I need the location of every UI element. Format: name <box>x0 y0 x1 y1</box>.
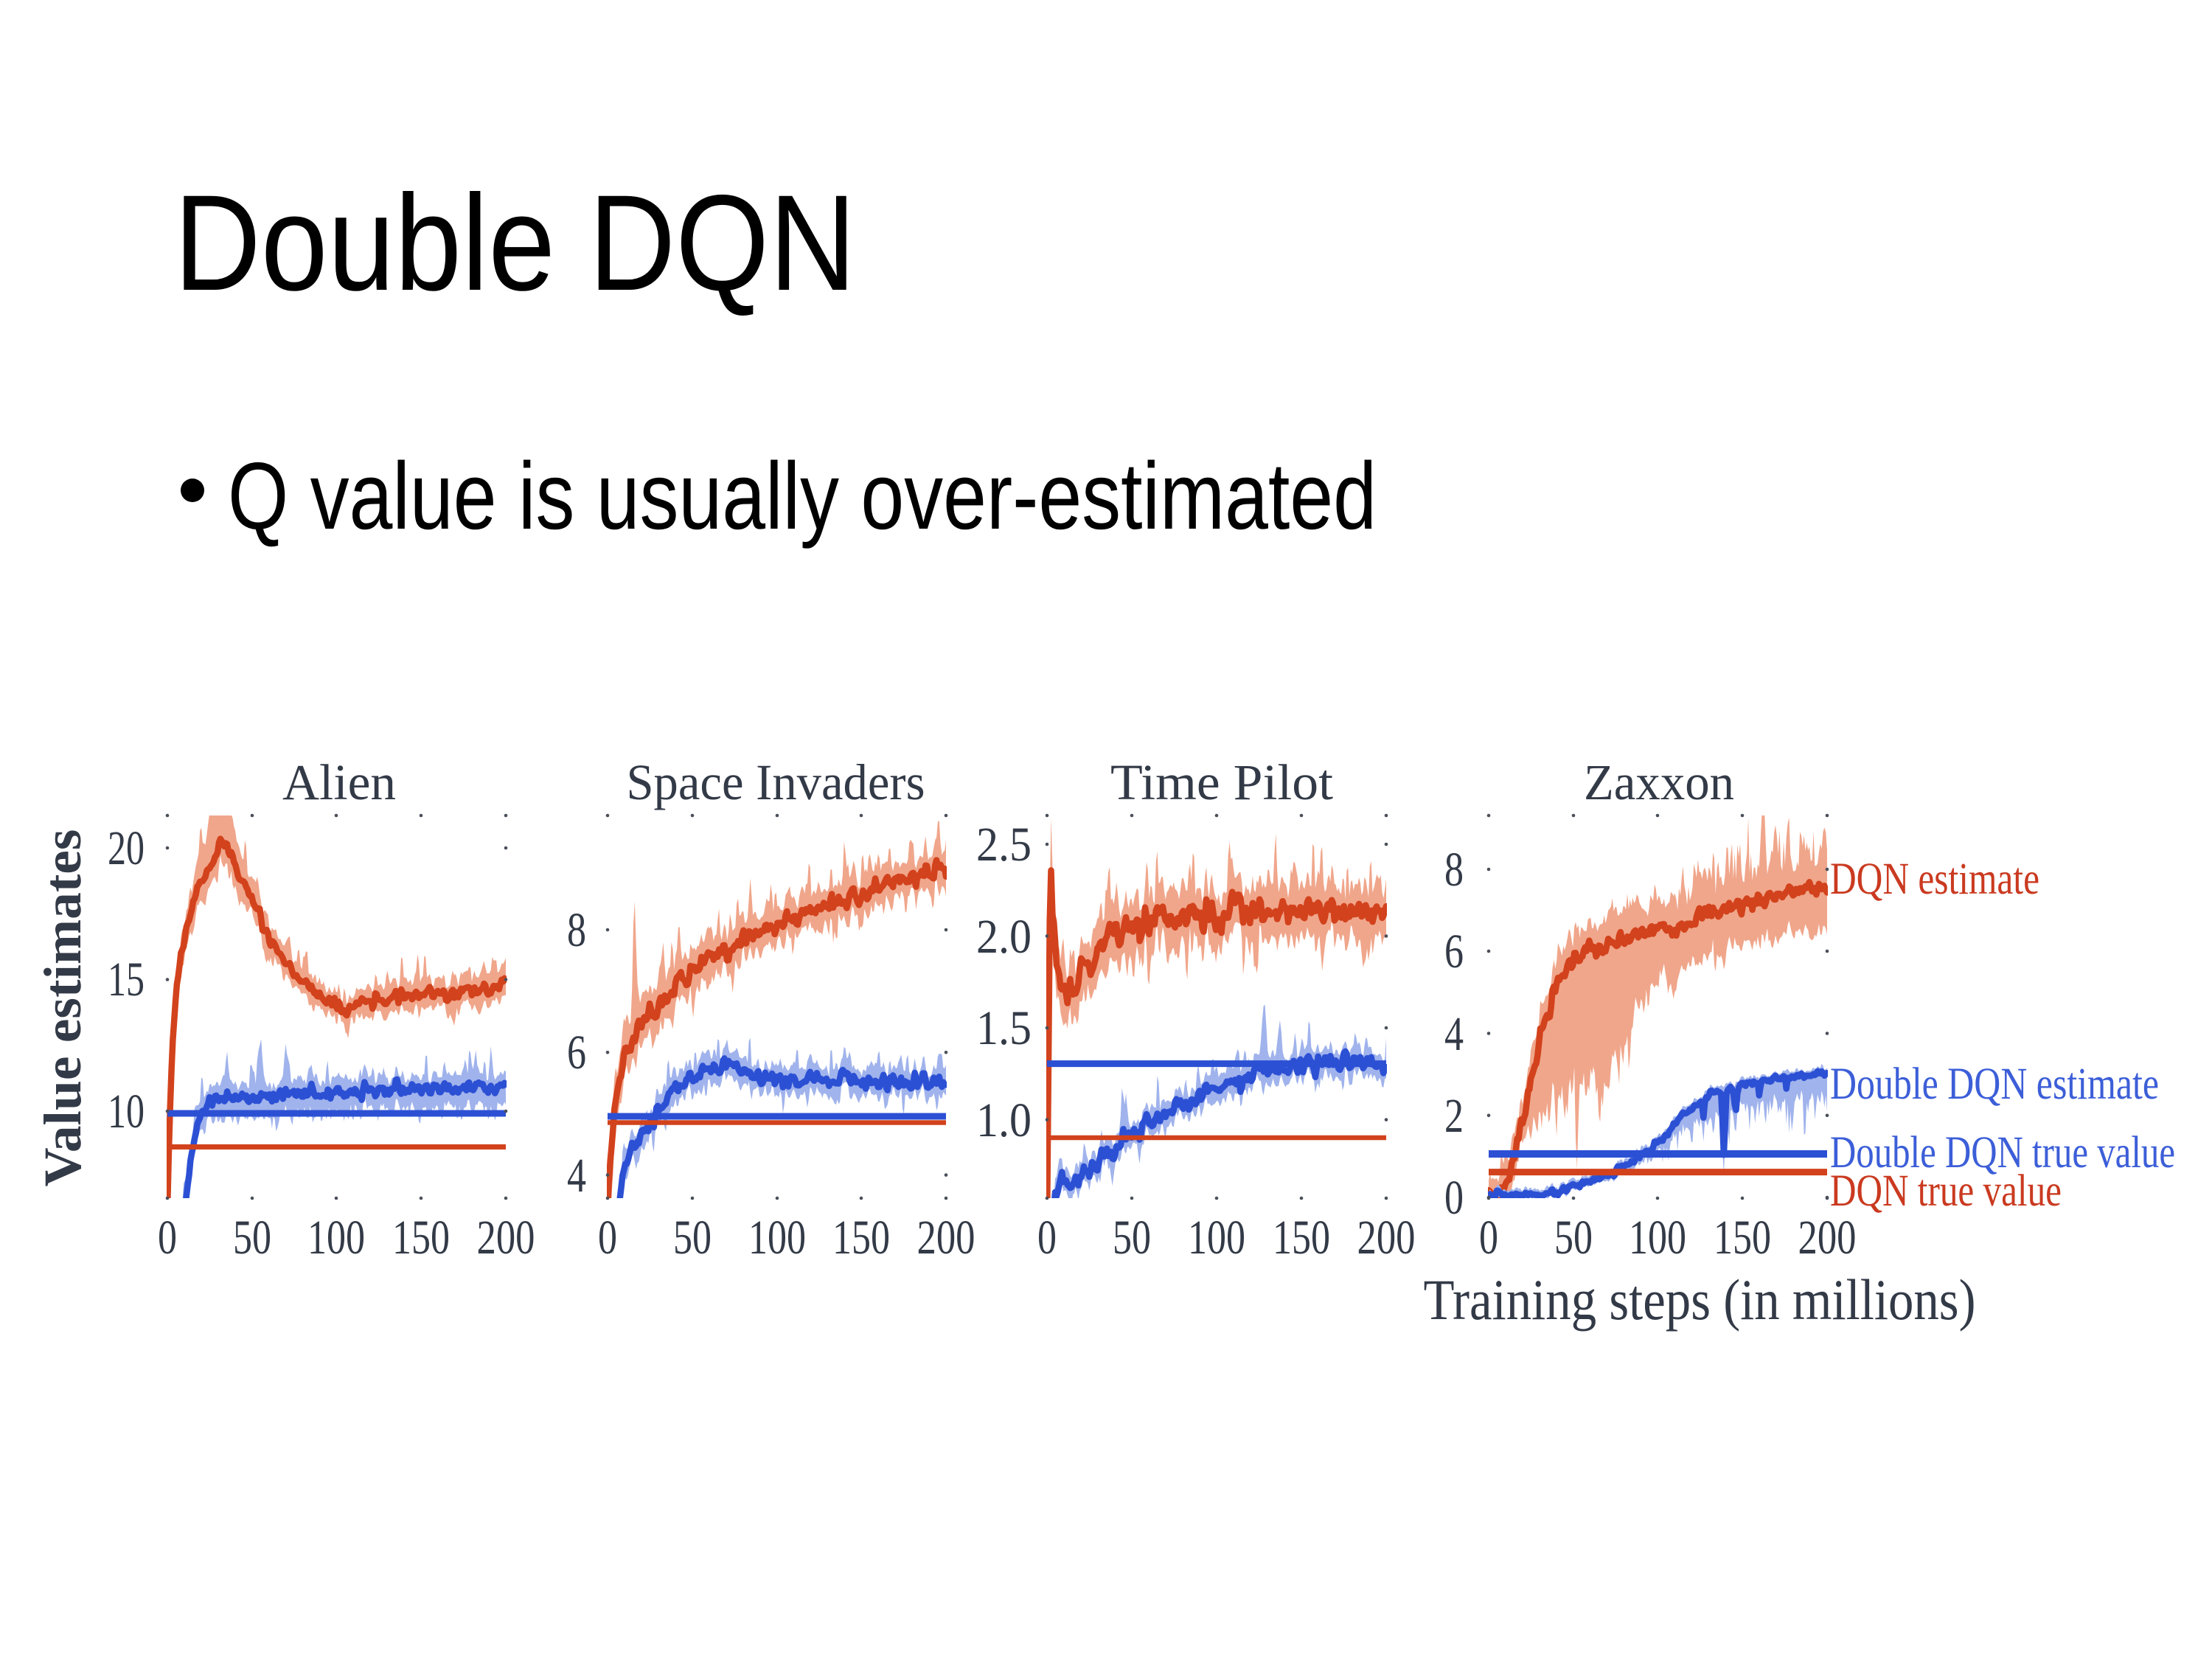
svg-text:50: 50 <box>1554 1211 1593 1265</box>
svg-text:0: 0 <box>1444 1171 1464 1225</box>
svg-text:100: 100 <box>1629 1211 1686 1265</box>
svg-text:0: 0 <box>158 1211 177 1265</box>
svg-text:4: 4 <box>1444 1007 1464 1061</box>
svg-text:8: 8 <box>1444 843 1464 897</box>
svg-text:6: 6 <box>567 1026 586 1079</box>
svg-text:150: 150 <box>1273 1211 1330 1265</box>
svg-text:200: 200 <box>477 1211 535 1265</box>
svg-text:50: 50 <box>673 1211 712 1265</box>
svg-text:50: 50 <box>233 1211 271 1265</box>
svg-text:Double DQN estimate: Double DQN estimate <box>1830 1060 2159 1109</box>
svg-text:DQN true value: DQN true value <box>1830 1166 2062 1216</box>
svg-text:2.5: 2.5 <box>976 818 1032 872</box>
svg-text:1.5: 1.5 <box>976 1001 1032 1055</box>
svg-text:100: 100 <box>748 1211 806 1265</box>
svg-text:50: 50 <box>1113 1211 1151 1265</box>
svg-text:4: 4 <box>567 1149 586 1203</box>
svg-text:1.0: 1.0 <box>976 1093 1032 1147</box>
svg-text:2: 2 <box>1444 1089 1464 1143</box>
svg-text:150: 150 <box>392 1211 450 1265</box>
svg-text:Double DQN true value: Double DQN true value <box>1830 1128 2175 1178</box>
svg-text:6: 6 <box>1444 925 1464 978</box>
svg-text:Training steps (in millions): Training steps (in millions) <box>1424 1267 1976 1332</box>
svg-text:Space Invaders: Space Invaders <box>627 754 925 810</box>
svg-text:Zaxxon: Zaxxon <box>1584 754 1734 810</box>
svg-text:0: 0 <box>1037 1211 1057 1265</box>
svg-text:20: 20 <box>108 821 145 875</box>
svg-text:200: 200 <box>1798 1211 1857 1265</box>
svg-text:200: 200 <box>1357 1211 1416 1265</box>
svg-text:Alien: Alien <box>282 754 396 810</box>
svg-text:150: 150 <box>1714 1211 1771 1265</box>
svg-text:8: 8 <box>567 903 586 957</box>
svg-text:Value estimates: Value estimates <box>33 830 92 1187</box>
svg-text:10: 10 <box>108 1085 145 1138</box>
svg-text:200: 200 <box>917 1211 975 1265</box>
svg-text:15: 15 <box>108 953 145 1006</box>
svg-text:DQN estimate: DQN estimate <box>1830 855 2039 904</box>
svg-text:0: 0 <box>1479 1211 1498 1265</box>
svg-text:100: 100 <box>1188 1211 1245 1265</box>
svg-text:150: 150 <box>832 1211 890 1265</box>
svg-text:2.0: 2.0 <box>976 910 1032 964</box>
svg-text:Time Pilot: Time Pilot <box>1110 754 1333 810</box>
svg-text:100: 100 <box>307 1211 365 1265</box>
svg-text:0: 0 <box>598 1211 617 1265</box>
